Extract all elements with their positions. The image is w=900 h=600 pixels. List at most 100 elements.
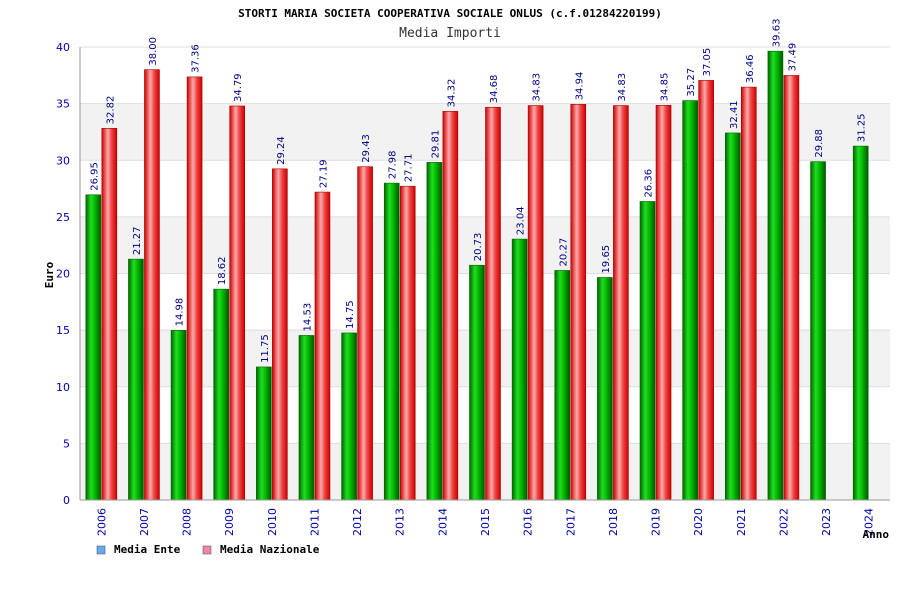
bar-media-ente-2009: [213, 288, 230, 501]
x-tick-label-2008: 2008: [181, 508, 194, 536]
x-tick-label-2020: 2020: [692, 508, 705, 536]
x-tick-label-2013: 2013: [394, 508, 407, 536]
bar-media-nazionale-2009: [229, 105, 246, 501]
data-label-media-ente-2010: 11.75: [260, 334, 271, 363]
x-tick-label-2024: 2024: [863, 508, 876, 536]
y-tick-label: 30: [56, 154, 70, 167]
data-label-media-ente-2014: 29.81: [430, 130, 441, 159]
bar-media-ente-2015: [469, 264, 485, 501]
data-label-media-ente-2016: 23.04: [516, 206, 527, 235]
data-label-media-ente-2009: 18.62: [217, 256, 228, 285]
x-tick-label-2012: 2012: [351, 508, 364, 536]
bar-media-ente-2014: [426, 162, 443, 501]
legend-swatch-media-ente: [96, 545, 106, 555]
legend-label-media-ente: Media Ente: [114, 543, 181, 556]
data-label-media-nazionale-2008: 37.36: [191, 44, 202, 73]
data-label-media-nazionale-2017: 34.94: [574, 72, 585, 101]
data-label-media-nazionale-2018: 34.83: [617, 73, 628, 102]
y-tick-label: 0: [63, 494, 70, 507]
x-tick-label-2022: 2022: [777, 508, 790, 536]
bar-media-nazionale-2013: [399, 185, 416, 501]
bar-media-nazionale-2021: [740, 86, 757, 501]
legend: Media Ente Media Nazionale: [96, 543, 320, 556]
x-tick-label-2011: 2011: [308, 508, 321, 536]
y-tick-label: 15: [56, 324, 70, 337]
bar-media-nazionale-2010: [272, 168, 288, 501]
bar-media-ente-2017: [554, 270, 571, 501]
bar-media-nazionale-2015: [485, 106, 501, 501]
x-tick-label-2006: 2006: [95, 508, 108, 536]
data-label-media-ente-2006: 26.95: [89, 162, 100, 191]
y-tick-label: 25: [56, 211, 70, 224]
data-label-media-nazionale-2022: 37.49: [787, 43, 798, 72]
data-label-media-nazionale-2007: 38.00: [148, 37, 159, 66]
data-label-media-ente-2015: 20.73: [473, 233, 484, 262]
data-label-media-ente-2007: 21.27: [132, 226, 143, 255]
bar-media-nazionale-2018: [613, 105, 629, 501]
bar-media-ente-2023: [810, 161, 826, 501]
bar-media-ente-2006: [85, 194, 102, 501]
y-tick-label: 40: [56, 41, 70, 54]
x-tick-label-2017: 2017: [564, 508, 577, 536]
data-label-media-ente-2024: 31.25: [857, 113, 868, 142]
x-tick-label-2018: 2018: [607, 508, 620, 536]
bar-media-ente-2021: [724, 132, 741, 501]
data-label-media-ente-2020: 35.27: [686, 68, 697, 97]
y-tick-label: 20: [56, 268, 70, 281]
bar-media-nazionale-2020: [698, 80, 714, 501]
data-label-media-nazionale-2013: 27.71: [404, 154, 415, 183]
data-label-media-nazionale-2015: 34.68: [489, 75, 500, 104]
bar-media-ente-2008: [170, 330, 187, 501]
y-axis-ticks: 0 5 10 15 20 25 30 35 40: [56, 41, 70, 507]
bar-media-nazionale-2012: [357, 166, 373, 501]
bar-media-ente-2022: [767, 50, 784, 501]
x-tick-label-2015: 2015: [479, 508, 492, 536]
x-axis-title: Anno: [863, 528, 890, 541]
data-label-media-ente-2011: 14.53: [302, 303, 313, 332]
data-label-media-nazionale-2019: 34.85: [660, 73, 671, 102]
data-label-media-ente-2018: 19.65: [601, 245, 612, 274]
x-tick-label-2014: 2014: [436, 508, 449, 536]
data-label-media-ente-2019: 26.36: [644, 169, 655, 198]
y-tick-label: 5: [63, 437, 70, 450]
x-tick-label-2010: 2010: [266, 508, 279, 536]
y-tick-label: 35: [56, 98, 70, 111]
data-label-media-nazionale-2011: 27.19: [318, 159, 329, 188]
bar-media-ente-2010: [256, 366, 272, 501]
x-tick-label-2021: 2021: [735, 508, 748, 536]
legend-label-media-nazionale: Media Nazionale: [220, 543, 320, 556]
data-label-media-ente-2021: 32.41: [729, 100, 740, 129]
data-label-media-nazionale-2020: 37.05: [702, 48, 713, 77]
x-tick-label-2016: 2016: [522, 508, 535, 536]
bar-media-ente-2013: [383, 182, 400, 501]
x-tick-label-2007: 2007: [138, 508, 151, 536]
bar-media-ente-2016: [511, 238, 528, 501]
y-axis-title: Euro: [43, 261, 56, 288]
bar-media-nazionale-2017: [570, 104, 587, 501]
bar-media-nazionale-2014: [442, 111, 459, 501]
data-label-media-ente-2012: 14.75: [345, 300, 356, 329]
bar-media-nazionale-2006: [101, 128, 118, 501]
data-label-media-nazionale-2016: 34.83: [532, 73, 543, 102]
y-tick-label: 10: [56, 381, 70, 394]
bar-media-nazionale-2007: [144, 69, 160, 501]
data-labels: 26.95 32.82 21.27 38.00 14.98 37.36 18.62 34.79…: [89, 19, 867, 363]
legend-swatch-media-nazionale: [202, 545, 212, 555]
x-axis-ticks: 2006 2007 2008 2009 2010 2011 2012 2013 2014 2015…: [95, 508, 875, 536]
data-label-media-nazionale-2009: 34.79: [233, 73, 244, 102]
data-label-media-ente-2008: 14.98: [175, 298, 186, 327]
chart-title: STORTI MARIA SOCIETA COOPERATIVA SOCIALE…: [238, 7, 662, 20]
x-tick-label-2009: 2009: [223, 508, 236, 536]
data-label-media-nazionale-2021: 36.46: [745, 54, 756, 83]
data-label-media-ente-2023: 29.88: [814, 129, 825, 158]
bar-media-nazionale-2016: [527, 105, 544, 501]
bar-media-ente-2020: [682, 100, 698, 501]
data-label-media-nazionale-2010: 29.24: [276, 136, 287, 165]
bar-media-ente-2012: [341, 332, 357, 501]
bar-media-nazionale-2008: [186, 76, 203, 501]
bar-media-ente-2007: [128, 258, 144, 501]
data-label-media-ente-2017: 20.27: [558, 238, 569, 267]
bar-media-ente-2018: [597, 277, 613, 501]
bar-media-ente-2019: [639, 201, 656, 501]
